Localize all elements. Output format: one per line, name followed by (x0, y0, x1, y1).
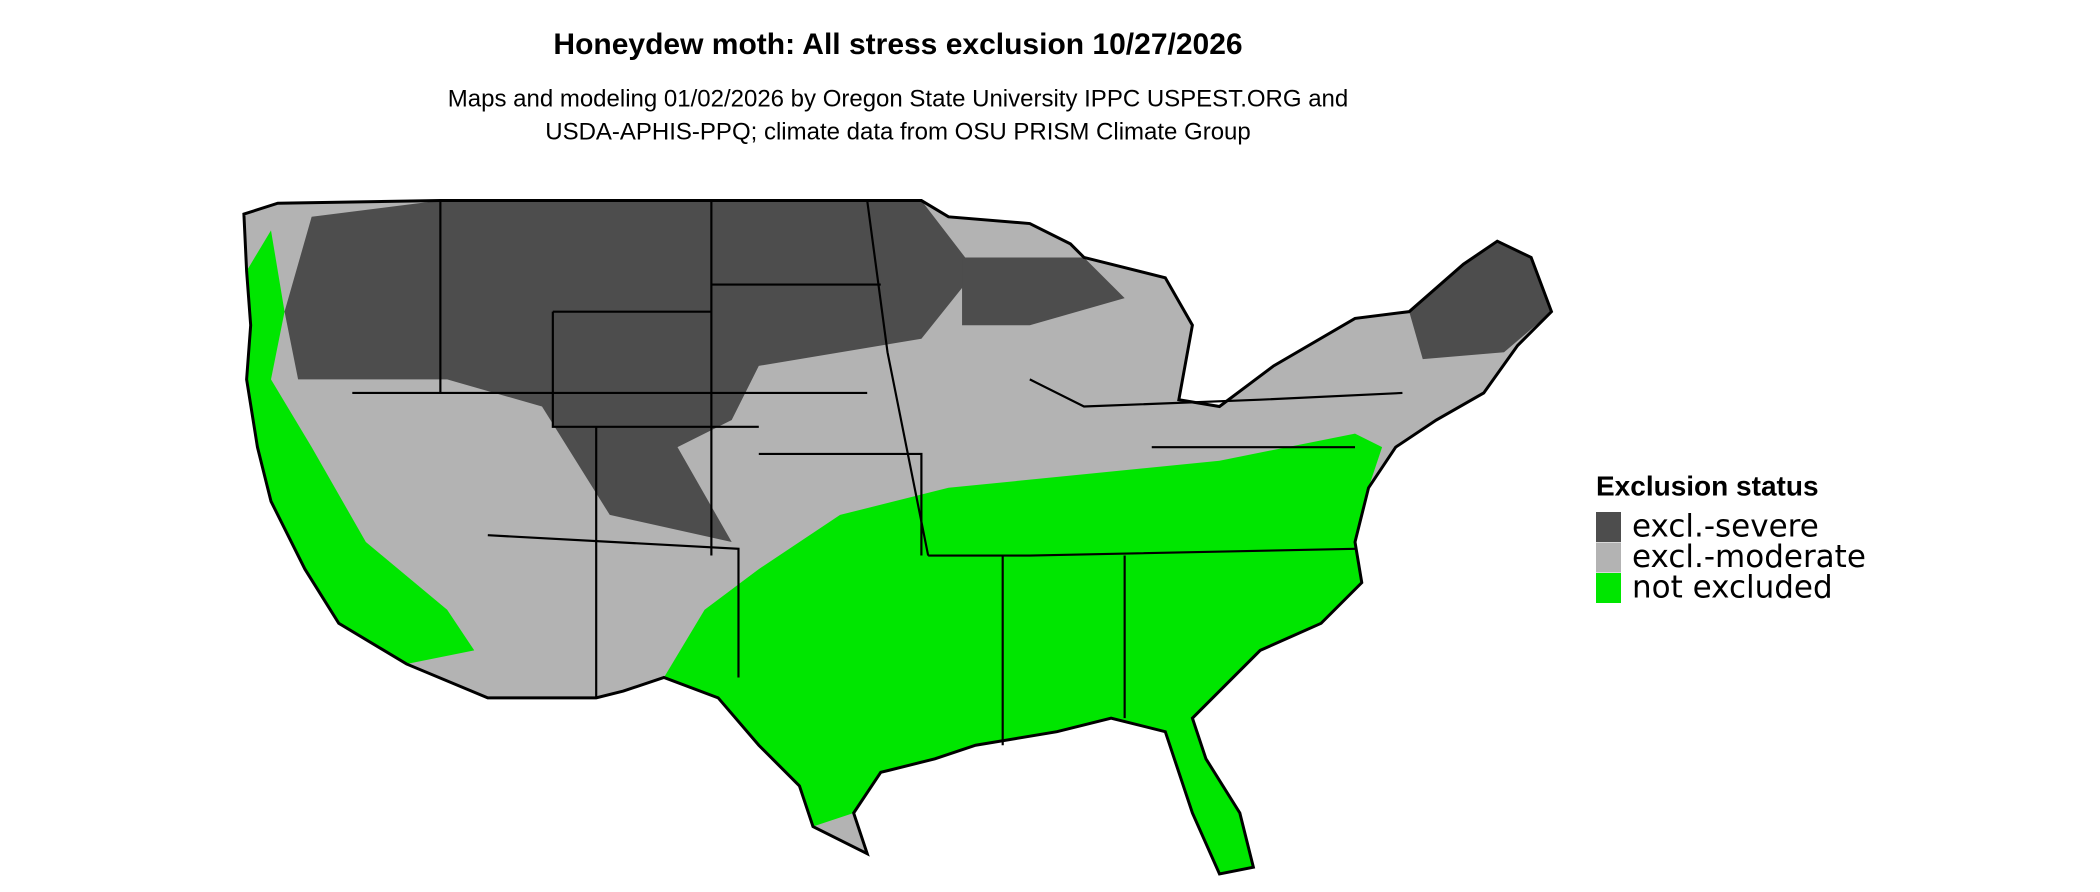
region-severe (284, 200, 976, 542)
legend-label: excl.-moderate (1632, 539, 1866, 575)
legend-swatch (1596, 542, 1621, 573)
region-severe (1409, 241, 1552, 360)
region-not-excluded (246, 230, 475, 664)
subtitle-line: USDA-APHIS-PPQ; climate data from OSU PR… (545, 118, 1251, 145)
state-borders (352, 200, 1403, 746)
legend-swatch (1596, 573, 1621, 603)
legend-label: not excluded (1632, 570, 1833, 606)
map-title: Honeydew moth: All stress exclusion 10/2… (553, 28, 1242, 61)
legend-label: excl.-severe (1632, 509, 1819, 545)
legend-title: Exclusion status (1596, 470, 1819, 501)
subtitle-line: Maps and modeling 01/02/2026 by Oregon S… (448, 85, 1348, 112)
region-severe (962, 257, 1125, 326)
us-map (242, 199, 1554, 876)
region-not-excluded (663, 433, 1383, 874)
legend-swatch (1596, 512, 1621, 542)
